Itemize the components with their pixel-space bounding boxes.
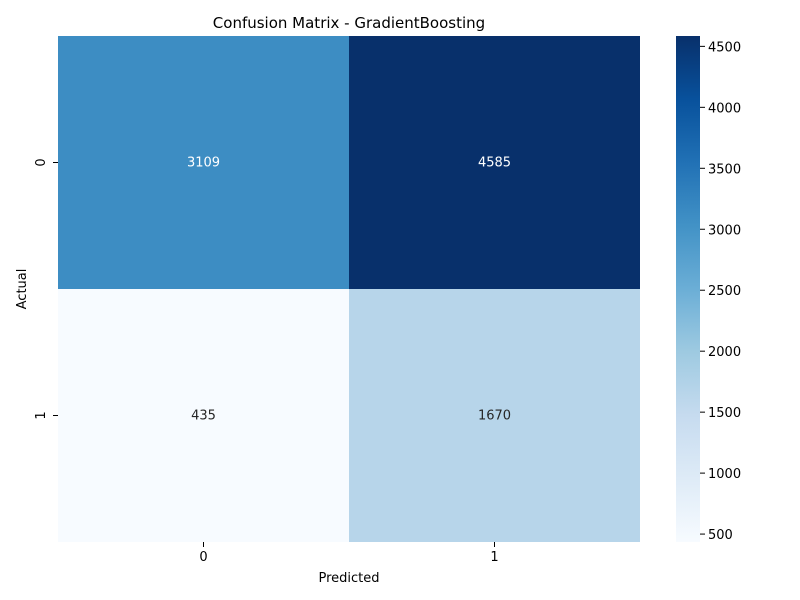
colorbar-tick-label: 3000 xyxy=(708,223,741,238)
colorbar-tick-label: 500 xyxy=(708,528,733,543)
y-axis-label: Actual xyxy=(15,269,30,310)
colorbar-tick-label: 1000 xyxy=(708,467,741,482)
colorbar-tick-label: 2500 xyxy=(708,284,741,299)
colorbar-tick-label: 3500 xyxy=(708,162,741,177)
colorbar-tick-label: 1500 xyxy=(708,406,741,421)
y-tick-label: 0 xyxy=(34,158,49,166)
y-tick-label: 1 xyxy=(34,411,49,419)
heatmap-cell xyxy=(58,36,349,289)
x-tick-label: 1 xyxy=(490,550,498,565)
colorbar-tick-label: 4500 xyxy=(708,40,741,55)
heatmap-cell xyxy=(58,289,349,542)
cell-value-label: 4585 xyxy=(478,156,511,171)
x-axis-label: Predicted xyxy=(318,571,379,586)
heatmap-cell xyxy=(349,289,640,542)
colorbar-tick-label: 2000 xyxy=(708,345,741,360)
colorbar-tick-label: 4000 xyxy=(708,101,741,116)
heatmap-cell xyxy=(349,36,640,289)
x-tick-label: 0 xyxy=(199,550,207,565)
cell-value-label: 3109 xyxy=(187,156,220,171)
colorbar xyxy=(676,36,700,542)
chart-title: Confusion Matrix - GradientBoosting xyxy=(213,14,485,32)
cell-value-label: 1670 xyxy=(478,409,511,424)
cell-value-label: 435 xyxy=(191,409,216,424)
